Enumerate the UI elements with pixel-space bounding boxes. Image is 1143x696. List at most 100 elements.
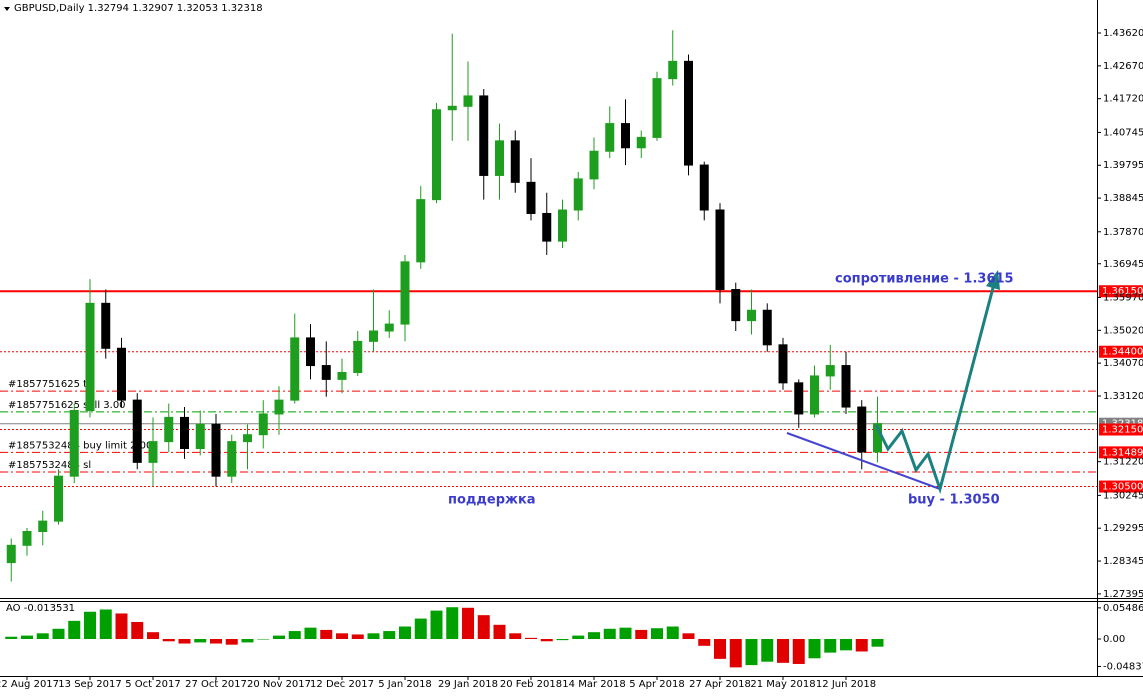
candle-body [306, 337, 315, 367]
ao-bar [273, 635, 285, 639]
ao-bar [383, 631, 396, 639]
ao-bar [5, 636, 18, 639]
x-tick-label: 20 Feb 2018 [500, 679, 562, 690]
ao-bar [745, 639, 758, 666]
candle-body [684, 60, 693, 166]
x-tick-label: 5 Oct 2017 [125, 679, 180, 690]
annotation: buy - 1.3050 [908, 493, 1000, 508]
y-tick-label: 1.41720 [1103, 94, 1143, 105]
y-tick-label: 1.36945 [1103, 259, 1143, 270]
candle-body [274, 399, 284, 415]
candle-body [384, 323, 394, 332]
candle-body [400, 261, 410, 325]
price-label: 1.32150 [1102, 425, 1143, 436]
ao-bar [147, 632, 159, 639]
price-label: 1.30500 [1102, 482, 1143, 493]
y-tick-label: 1.42670 [1103, 61, 1143, 72]
price-label: 1.36150 [1102, 286, 1143, 297]
ao-bar [367, 633, 380, 639]
ao-bar [651, 628, 663, 639]
ao-bar [824, 639, 837, 653]
candle-body [589, 150, 599, 180]
candle-body [290, 337, 300, 401]
ao-bar [115, 613, 128, 639]
candle-body [495, 140, 504, 176]
y2-tick-label: -0.048378 [1103, 661, 1143, 672]
candle-body [117, 347, 126, 401]
ao-bar [131, 621, 144, 639]
y-tick-label: 1.38845 [1103, 193, 1143, 204]
candle-body [337, 371, 347, 380]
candle-body [479, 95, 489, 176]
price-label-box [1099, 285, 1143, 298]
ao-bar [462, 607, 474, 639]
ao-bar [509, 633, 522, 639]
candle-body [369, 330, 378, 342]
candle-body [69, 410, 79, 477]
x-tick-label: 21 May 2018 [750, 679, 815, 690]
candle-body [258, 413, 268, 436]
ao-bar [225, 639, 238, 645]
y-tick-label: 1.28345 [1103, 556, 1143, 567]
candle-body [432, 109, 441, 201]
ao-bar [84, 611, 96, 639]
y-tick-label: 1.35020 [1103, 325, 1143, 336]
candle-body [85, 302, 95, 412]
candle-body [636, 136, 646, 149]
candle-body [778, 344, 788, 384]
candle-body [652, 78, 662, 138]
y-tick-label: 1.29295 [1103, 523, 1143, 534]
candle-body [463, 95, 473, 107]
candle-body [211, 423, 221, 477]
ao-bar [414, 618, 427, 639]
x-tick-label: 22 Aug 2017 [0, 679, 59, 690]
candle-body [794, 382, 804, 415]
ao-bar [320, 629, 333, 639]
candle-body [180, 416, 189, 450]
ao-bar [855, 639, 868, 652]
candle-body [416, 199, 426, 263]
x-tick-label: 12 Dec 2017 [310, 679, 374, 690]
y-tick-label: 1.40745 [1103, 127, 1143, 138]
ao-bar [729, 639, 742, 668]
candle-body [699, 164, 709, 211]
candle-body [148, 441, 158, 463]
price-label-box [1099, 480, 1143, 493]
ao-bar [288, 631, 301, 639]
ao-bar [446, 607, 459, 639]
projection-path [874, 283, 996, 495]
ao-bar [525, 637, 537, 639]
candle-body [731, 289, 741, 322]
y-tick-label: 1.27395 [1103, 589, 1143, 600]
ao-bar [36, 633, 49, 639]
price-label: 1.34400 [1102, 347, 1143, 358]
candle-body [747, 309, 756, 322]
projection-arrow [986, 270, 1000, 290]
ao-bar [304, 627, 317, 639]
candle-body [542, 212, 552, 242]
y-tick-label: 1.39795 [1103, 160, 1143, 171]
ao-bar [52, 628, 65, 639]
ao-bar [336, 633, 348, 639]
order-label: #1857532484 sl [8, 460, 91, 471]
indicator-title: AO -0.013531 [6, 603, 75, 614]
ao-bar [572, 635, 585, 639]
candle-body [510, 140, 520, 183]
ao-bar [619, 627, 632, 639]
trend-line [786, 432, 941, 490]
ao-bar [871, 639, 884, 647]
ao-bar [430, 610, 443, 639]
y-tick-label: 1.30245 [1103, 490, 1143, 501]
ao-bar [603, 628, 616, 639]
ao-bar [556, 639, 569, 641]
candle-body [715, 209, 725, 291]
ao-bar [761, 639, 774, 662]
menu-arrow[interactable] [4, 7, 10, 11]
candle-body [54, 475, 63, 522]
candle-body [164, 416, 174, 443]
y-tick-label: 1.34070 [1103, 358, 1143, 369]
candle-body [447, 105, 457, 111]
y-tick-label: 1.43620 [1103, 28, 1143, 39]
ao-bar [808, 639, 821, 659]
order-label: #1857751625 sell 3.00 [8, 400, 126, 411]
